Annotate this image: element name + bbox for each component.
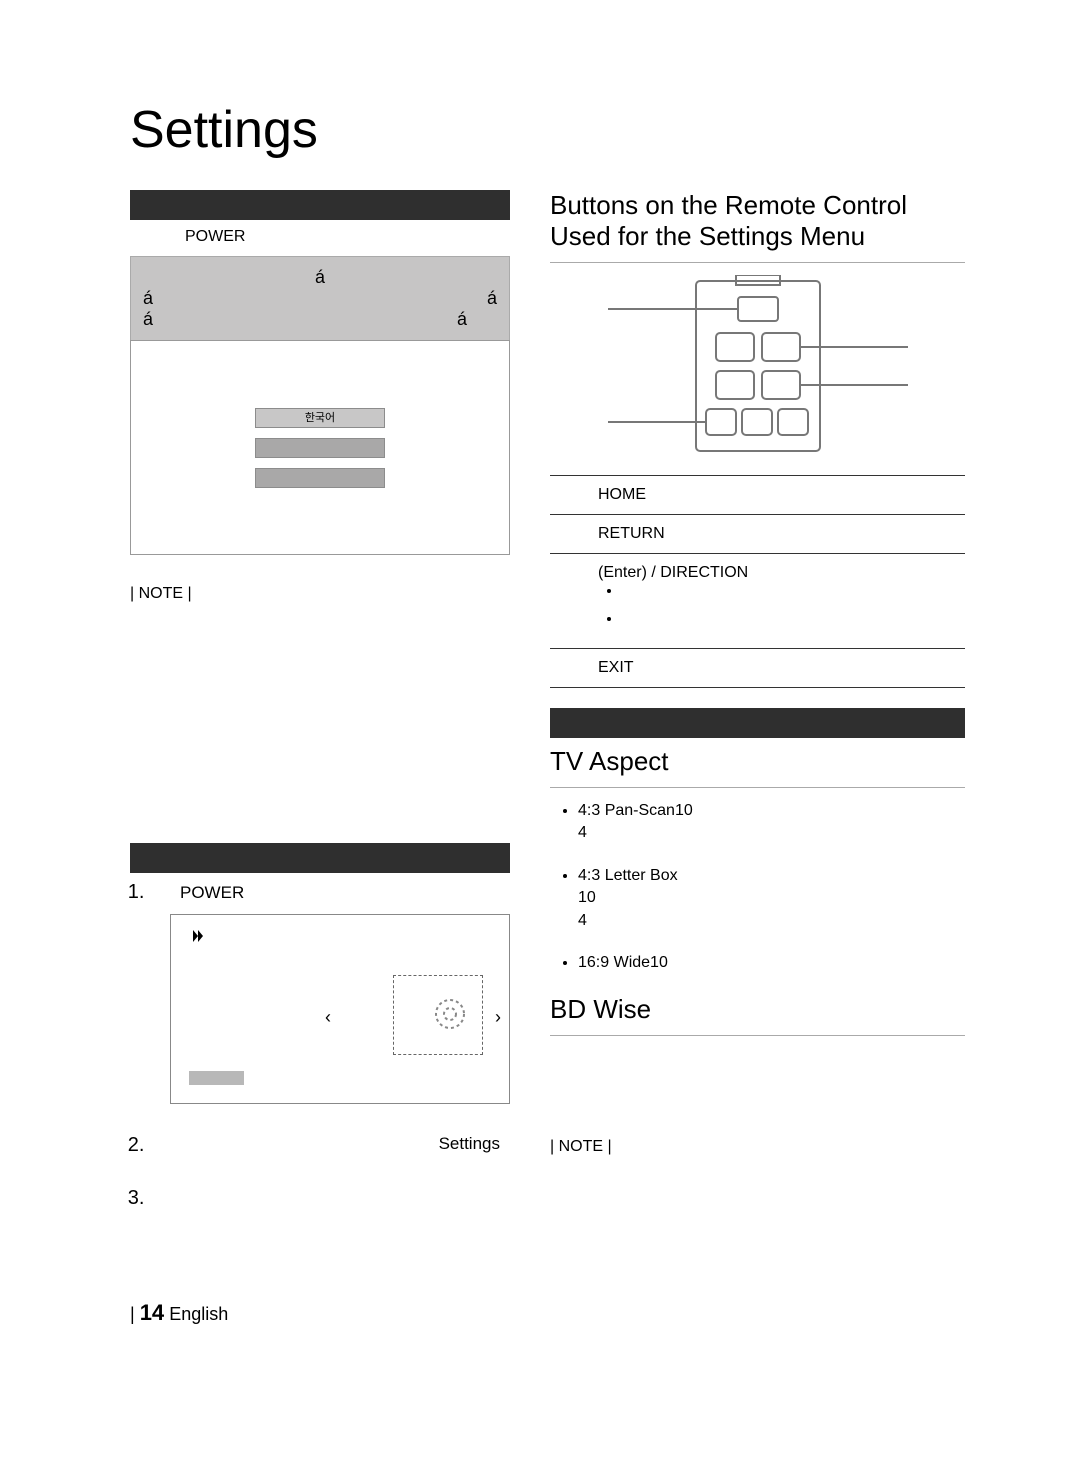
divider (550, 787, 965, 788)
glyph: á (143, 309, 153, 330)
step-1: POWER ‹ › (150, 881, 510, 1104)
cell-enter-direction: (Enter) / DIRECTION (590, 554, 965, 649)
table-row: RETURN (550, 515, 965, 554)
gear-icon (429, 993, 471, 1041)
cell-return: RETURN (590, 515, 965, 554)
home-screen-diagram: ‹ › (170, 914, 510, 1104)
right-column: Buttons on the Remote Control Used for t… (550, 190, 965, 1240)
lang-option-selected[interactable]: 한국어 (255, 408, 385, 428)
step-3 (150, 1187, 510, 1210)
remote-diagram (608, 275, 908, 455)
table-row: HOME (550, 476, 965, 515)
list-item: 16:9 Wide10 (578, 952, 965, 974)
glyph: á (487, 288, 497, 309)
chevron-right-icon: › (495, 1007, 501, 1028)
lang-option[interactable] (255, 438, 385, 458)
remote-buttons-heading: Buttons on the Remote Control Used for t… (550, 190, 965, 252)
chevron-left-icon: ‹ (325, 1007, 331, 1028)
table-row: EXIT (550, 649, 965, 688)
lang-option[interactable] (255, 468, 385, 488)
divider (550, 1035, 965, 1036)
page-language: English (169, 1304, 228, 1324)
home-bottom-bar (189, 1071, 244, 1085)
tv-aspect-list: 4:3 Pan-Scan10 4 4:3 Letter Box 10 4 16:… (550, 800, 965, 974)
power-label: POWER (185, 228, 510, 246)
cell-home: HOME (590, 476, 965, 515)
cell-exit: EXIT (590, 649, 965, 688)
play-icon (193, 929, 207, 945)
step1-power-label: POWER (180, 883, 244, 902)
section-bar-display (550, 708, 965, 738)
glyph: á (457, 309, 467, 330)
table-row: (Enter) / DIRECTION (550, 554, 965, 649)
page-title: Settings (130, 100, 965, 160)
list-item: 4:3 Letter Box 10 4 (578, 865, 965, 932)
bd-wise-heading: BD Wise (550, 994, 965, 1025)
page-number: 14 (140, 1300, 164, 1325)
tv-aspect-heading: TV Aspect (550, 746, 965, 777)
step-2: Settings (150, 1134, 510, 1157)
steps-list: POWER ‹ › (130, 881, 510, 1210)
glyph: á (143, 288, 153, 309)
language-select-panel: 한국어 (130, 340, 510, 555)
note-label: | NOTE | (550, 1138, 612, 1155)
section-bar-home (130, 843, 510, 873)
note-label: | NOTE | (130, 585, 192, 602)
list-item: 4:3 Pan-Scan10 4 (578, 800, 965, 845)
step2-settings-label: Settings (439, 1134, 500, 1154)
left-column: POWER á á á á á 한국어 | NOTE | POWER (130, 190, 510, 1240)
divider (550, 262, 965, 263)
remote-button-table: HOME RETURN (Enter) / DIRECTION EXIT (550, 475, 965, 688)
section-bar-initial (130, 190, 510, 220)
gray-header-box: á á á á á (130, 256, 510, 341)
glyph: á (315, 267, 325, 287)
page-footer: | 14 English (130, 1300, 965, 1326)
